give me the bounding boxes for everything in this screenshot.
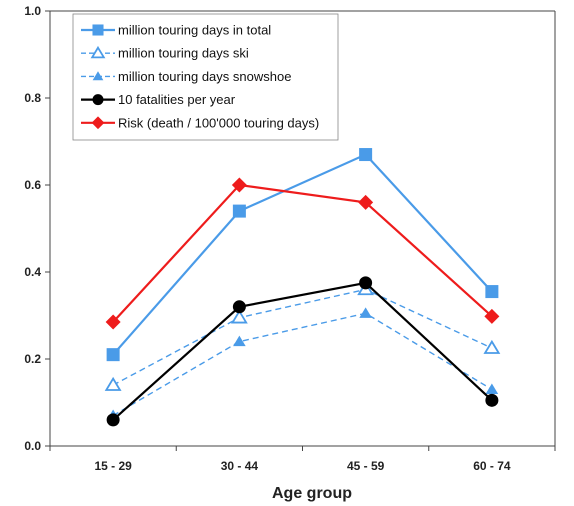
x-tick-label: 30 - 44 bbox=[221, 459, 259, 473]
y-tick-label: 1.0 bbox=[24, 4, 41, 18]
series-line bbox=[112, 288, 493, 386]
data-point bbox=[358, 194, 374, 210]
data-point bbox=[106, 348, 120, 362]
y-tick-label: 0.2 bbox=[24, 352, 41, 366]
data-point bbox=[230, 309, 248, 324]
data-point bbox=[485, 393, 499, 407]
y-tick-label: 0.6 bbox=[24, 178, 41, 192]
y-tick-label: 0.4 bbox=[24, 265, 41, 279]
data-point bbox=[485, 285, 499, 299]
x-tick-label: 15 - 29 bbox=[94, 459, 132, 473]
data-point bbox=[91, 116, 105, 130]
data-point bbox=[233, 335, 246, 347]
series-line bbox=[112, 153, 493, 356]
legend-item: 10 fatalities per year bbox=[81, 92, 236, 107]
legend-label: million touring days snowshoe bbox=[118, 69, 291, 84]
legend-box bbox=[72, 13, 339, 141]
series-line bbox=[112, 312, 493, 417]
data-point bbox=[106, 413, 120, 427]
data-point bbox=[92, 71, 104, 81]
legend: million touring days in total million tou… bbox=[72, 13, 339, 141]
data-point bbox=[359, 307, 372, 318]
data-point bbox=[485, 383, 499, 394]
series-3 bbox=[106, 276, 499, 427]
legend-label: million touring days in total bbox=[118, 23, 271, 38]
series-line bbox=[112, 281, 493, 421]
data-point bbox=[92, 94, 104, 106]
series-line bbox=[112, 183, 493, 323]
data-point bbox=[92, 24, 104, 36]
legend-item: million touring days ski bbox=[81, 46, 249, 61]
legend-item: million touring days snowshoe bbox=[81, 69, 291, 84]
y-tick-label: 0.0 bbox=[24, 439, 41, 453]
data-point bbox=[231, 177, 247, 193]
data-point bbox=[90, 45, 106, 59]
y-tick-label: 0.8 bbox=[24, 91, 41, 105]
data-point bbox=[105, 314, 121, 330]
axes: 0.0 0.2 0.4 0.6 0.8 1.0 15 - 29 30 - 44 45 - 59 6… bbox=[24, 4, 556, 473]
legend-item: Risk (death / 100'000 touring days) bbox=[81, 115, 319, 130]
data-point bbox=[232, 300, 246, 314]
legend-label: Risk (death / 100'000 touring days) bbox=[118, 115, 319, 130]
legend-item: million touring days in total bbox=[81, 23, 271, 38]
data-point bbox=[359, 148, 373, 162]
series-4 bbox=[105, 177, 500, 330]
data-point bbox=[484, 308, 500, 324]
x-tick-label: 45 - 59 bbox=[347, 459, 385, 473]
data-point bbox=[232, 204, 246, 218]
data-point bbox=[359, 276, 373, 290]
legend-label: 10 fatalities per year bbox=[118, 92, 236, 107]
data-point bbox=[104, 376, 122, 391]
series-0 bbox=[106, 148, 499, 362]
data-point bbox=[483, 339, 501, 354]
x-tick-label: 60 - 74 bbox=[473, 459, 511, 473]
legend-label: million touring days ski bbox=[118, 46, 249, 61]
series-layer bbox=[104, 148, 501, 427]
x-axis-title: Age group bbox=[272, 485, 352, 502]
